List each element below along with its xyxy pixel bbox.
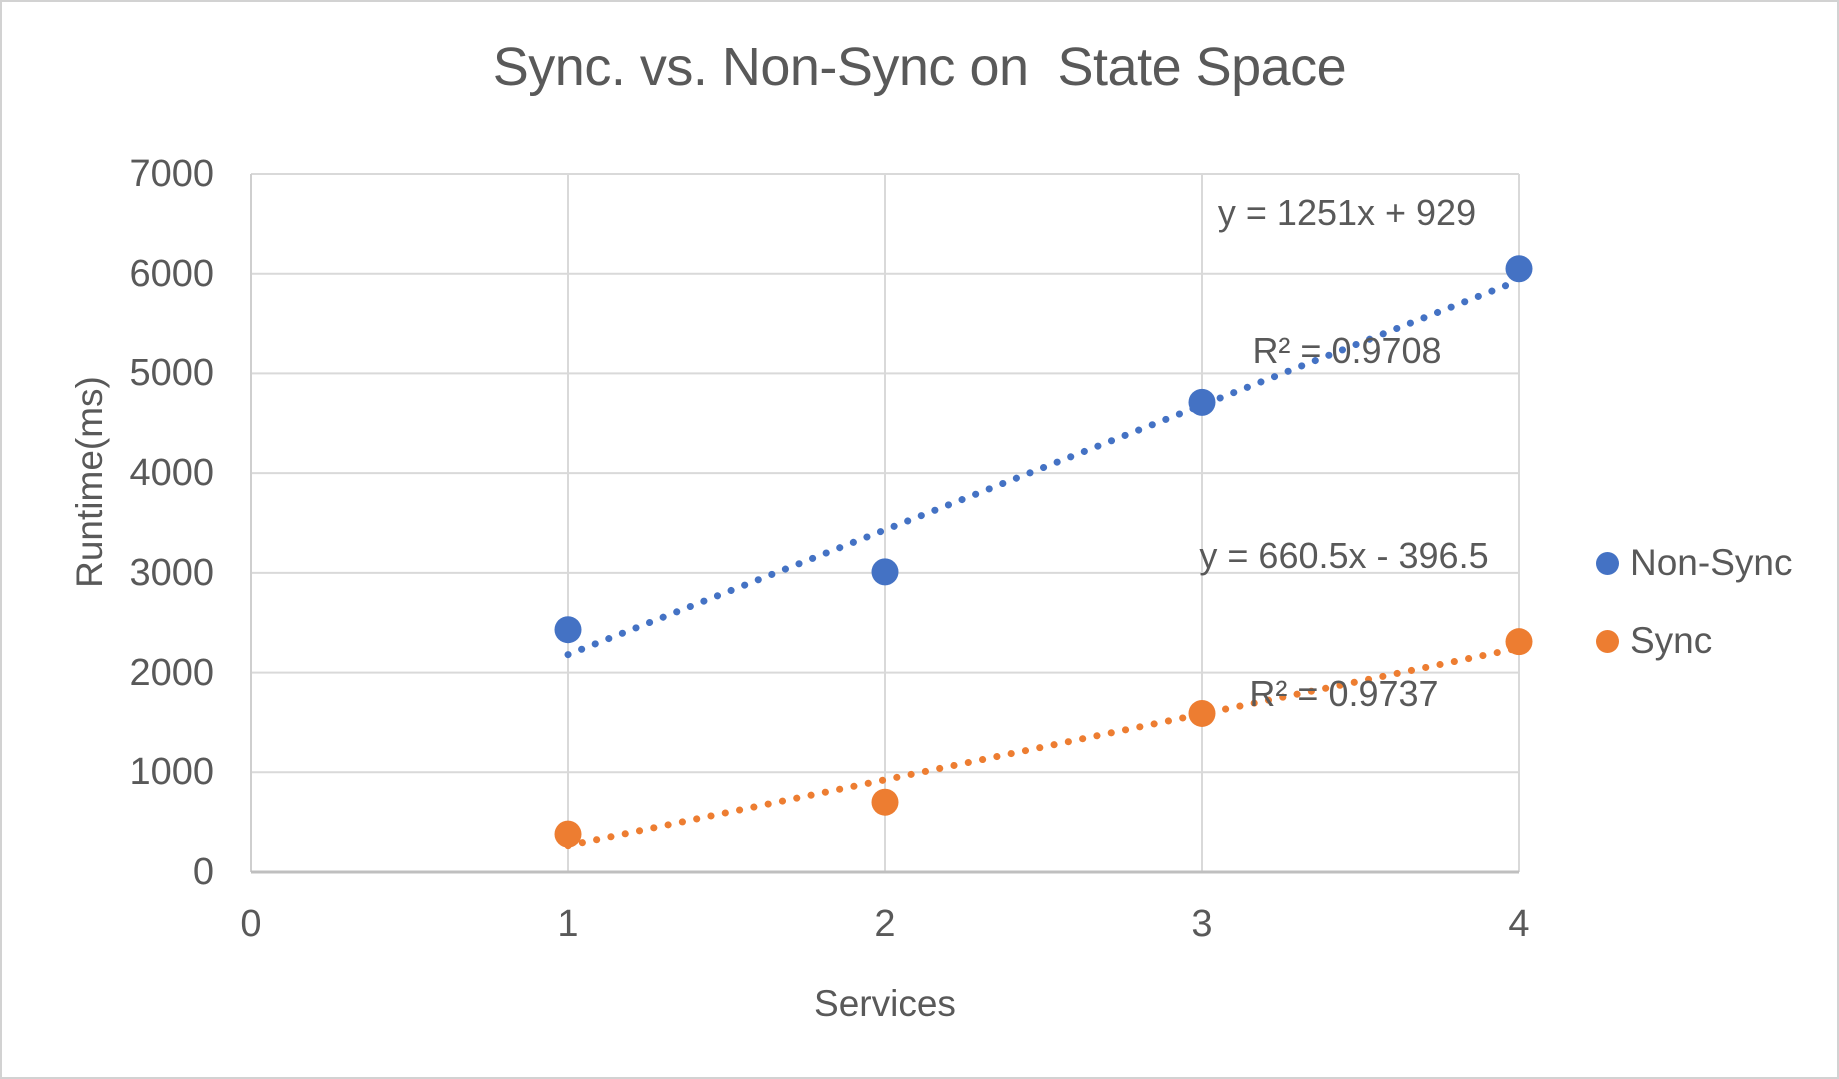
y-tick-label: 2000 bbox=[129, 651, 214, 694]
y-tick-label: 1000 bbox=[129, 751, 214, 794]
trendline-non-sync bbox=[564, 276, 1523, 659]
point-non-sync-2 bbox=[871, 558, 899, 586]
legend-marker-nonsync-icon bbox=[1596, 551, 1619, 575]
y-tick-label: 6000 bbox=[129, 252, 214, 295]
point-non-sync-1 bbox=[554, 616, 582, 644]
x-tick-label: 4 bbox=[1508, 903, 1530, 945]
x-tick-label: 1 bbox=[557, 903, 579, 945]
trendline-sync bbox=[564, 644, 1523, 850]
y-tick-label: 7000 bbox=[129, 153, 214, 195]
x-tick-label: 3 bbox=[1191, 903, 1213, 945]
r-squared-text-sync: R² = 0.9737 bbox=[1249, 673, 1439, 714]
trendline-equation-nonsync: y = 1251x + 929 R² = 0.9708 bbox=[1218, 98, 1476, 466]
legend-item-sync: Sync bbox=[1596, 620, 1792, 661]
y-tick-label: 0 bbox=[192, 851, 214, 893]
point-sync-2 bbox=[871, 788, 899, 816]
y-tick-label: 5000 bbox=[129, 352, 214, 395]
equation-text-nonsync: y = 1251x + 929 bbox=[1217, 192, 1477, 233]
x-axis-title: Services bbox=[814, 983, 956, 1024]
legend-label-sync: Sync bbox=[1630, 620, 1713, 661]
point-sync-3 bbox=[1188, 699, 1216, 727]
trendline-equation-sync: y = 660.5x - 396.5 R² = 0.9737 bbox=[1199, 441, 1488, 809]
equation-text-sync: y = 660.5x - 396.5 bbox=[1199, 535, 1489, 576]
plot-area: y = 1251x + 929 R² = 0.9708 y = 660.5x -… bbox=[250, 173, 1533, 874]
legend-item-nonsync: Non-Sync bbox=[1596, 542, 1793, 583]
point-sync-1 bbox=[554, 820, 582, 848]
legend: Non-Sync Sync bbox=[1596, 542, 1793, 661]
r-squared-text-nonsync: R² = 0.9708 bbox=[1252, 330, 1442, 371]
x-tick-label: 2 bbox=[874, 903, 896, 945]
point-sync-4 bbox=[1505, 628, 1533, 656]
scatter-plot bbox=[250, 173, 1533, 874]
y-tick-label: 4000 bbox=[129, 452, 214, 495]
legend-marker-sync-icon bbox=[1596, 629, 1619, 653]
point-non-sync-3 bbox=[1188, 388, 1216, 416]
chart-title: Sync. vs. Non-Sync on State Space bbox=[492, 37, 1347, 97]
point-non-sync-4 bbox=[1505, 255, 1533, 283]
x-tick-label: 0 bbox=[240, 903, 262, 945]
legend-label-nonsync: Non-Sync bbox=[1630, 542, 1793, 583]
y-tick-label: 3000 bbox=[129, 551, 214, 594]
